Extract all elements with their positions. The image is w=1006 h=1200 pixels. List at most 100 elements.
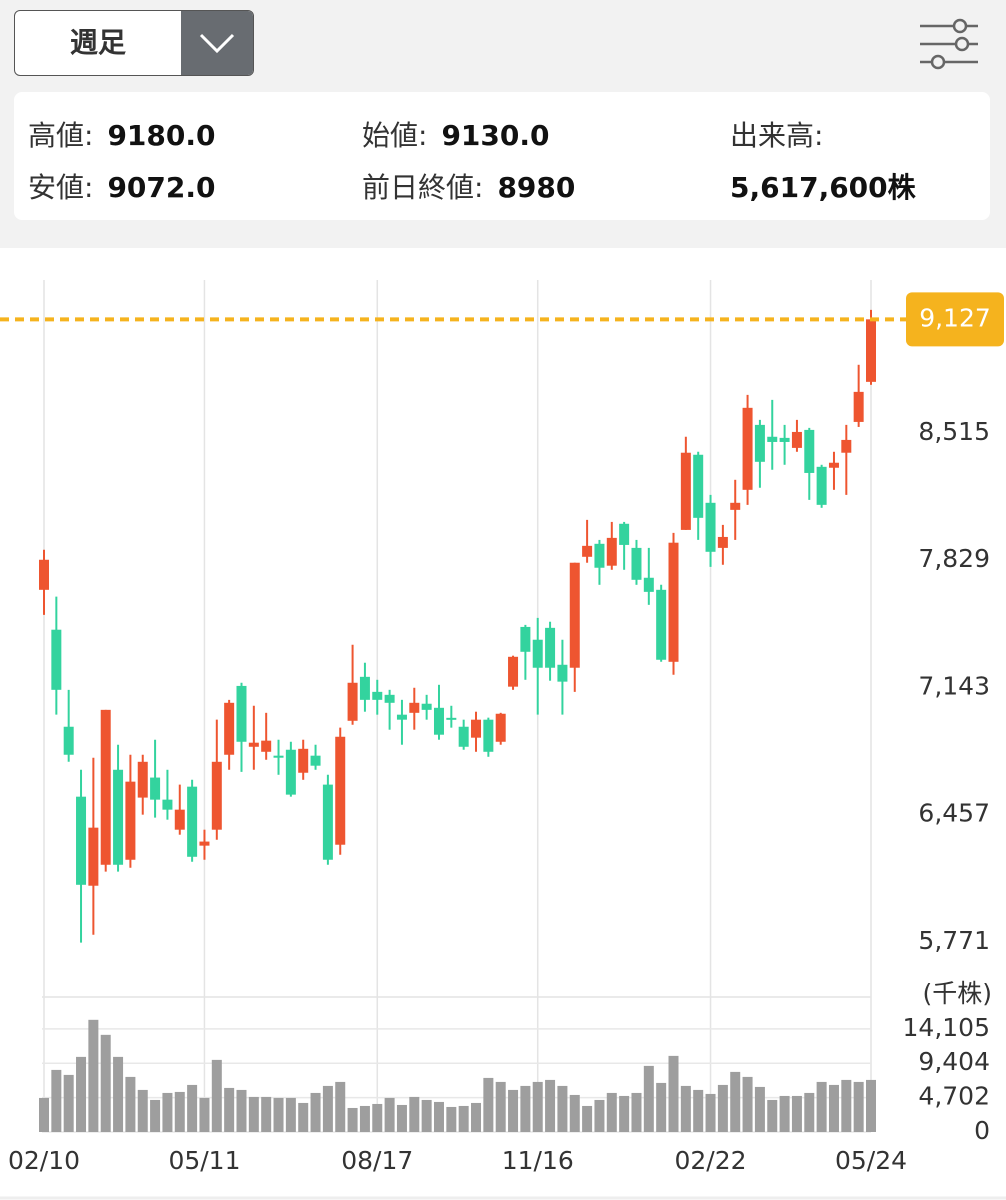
candle-body [446, 717, 457, 720]
candle-body [606, 537, 617, 566]
chevron [199, 33, 235, 54]
candle-body [619, 523, 630, 545]
value: 5,617,600株 [730, 171, 916, 204]
volume-bar [125, 1076, 136, 1132]
volume-bar [409, 1096, 420, 1132]
candle-body [495, 713, 506, 742]
volume-bar [483, 1077, 494, 1132]
volume-bar [162, 1092, 173, 1132]
candle-body [594, 543, 605, 568]
x-tick-label: 11/16 [502, 1146, 574, 1175]
candle-body [828, 462, 839, 468]
volume-bar [421, 1099, 432, 1132]
candle-body [211, 761, 222, 830]
volume-bar [224, 1087, 235, 1132]
info-item: 5,617,600株 [730, 166, 916, 206]
settings-icon[interactable] [916, 14, 982, 74]
candle-body [335, 736, 346, 845]
candle-body [310, 755, 321, 766]
volume-bar [187, 1084, 198, 1132]
label: 前日終値: [362, 171, 484, 204]
x-tick-label: 02/22 [675, 1146, 747, 1175]
volume-bar [742, 1076, 753, 1132]
info-item: 出来高: [730, 114, 823, 154]
volume-tick-label: 4,702 [918, 1082, 990, 1111]
candle-body [88, 827, 99, 886]
y-tick-label: 7,143 [918, 671, 990, 700]
volume-bar [347, 1107, 358, 1132]
volume-bar [680, 1085, 691, 1132]
candle-body [804, 429, 815, 473]
volume-bar [211, 1059, 222, 1132]
value: 8980 [497, 171, 576, 204]
x-tick-label: 05/24 [835, 1146, 907, 1175]
candle-body [433, 707, 444, 735]
candle-body [421, 703, 432, 710]
candle-body [322, 784, 333, 860]
value: 9072.0 [107, 171, 216, 204]
y-tick-label: 7,829 [918, 544, 990, 573]
label: 始値: [362, 119, 428, 152]
volume-bar [150, 1099, 161, 1132]
candle-body [483, 719, 494, 752]
candle-body [273, 755, 284, 758]
x-tick-label: 05/11 [168, 1146, 240, 1175]
candle-body [236, 685, 247, 742]
volume-tick-label: 9,404 [918, 1047, 990, 1076]
volume-bar [643, 1065, 654, 1132]
volume-bar [495, 1081, 506, 1132]
volume-tick-label: 14,105 [903, 1013, 990, 1042]
period-dropdown[interactable]: 週足 [14, 10, 254, 76]
candle-body [816, 466, 827, 505]
volume-bar [767, 1099, 778, 1132]
candle-body [693, 454, 704, 518]
candle-body [557, 664, 568, 682]
dropdown-button[interactable] [181, 11, 253, 75]
volume-unit: (千株) [922, 979, 992, 1008]
info-item: 安値: 9072.0 [28, 166, 216, 206]
volume-tick-label: 0 [974, 1116, 990, 1145]
volume-bar [853, 1081, 864, 1132]
candle-body [545, 627, 556, 668]
volume-bar [39, 1097, 49, 1132]
volume-bar [606, 1092, 617, 1132]
candle-body [742, 407, 753, 490]
volume-bar [261, 1096, 272, 1132]
volume-bar [236, 1089, 247, 1132]
volume-bar [285, 1097, 296, 1132]
volume-bar [594, 1099, 605, 1132]
volume-bar [137, 1089, 148, 1132]
candle-body [224, 702, 235, 755]
volume-bar [582, 1105, 593, 1132]
candle-body [63, 726, 74, 755]
candle-body [754, 424, 765, 462]
candle-body [668, 542, 679, 662]
volume-bar [63, 1074, 74, 1132]
value: 9180.0 [107, 119, 216, 152]
volume-bar [76, 1056, 87, 1132]
volume-bar [816, 1081, 827, 1132]
volume-bar [668, 1055, 679, 1132]
candle-body [174, 809, 185, 830]
candle-body [730, 502, 741, 510]
candle-body [384, 694, 395, 703]
candle-body [199, 841, 210, 846]
volume-bar [396, 1104, 407, 1132]
candle-body [113, 769, 124, 865]
volume-bar [384, 1097, 395, 1132]
volume-bar [446, 1106, 457, 1132]
y-tick-label: 5,771 [918, 926, 990, 955]
candle-body [767, 436, 778, 442]
candle-body [520, 626, 531, 652]
volume-bar [113, 1056, 124, 1132]
candle-body [359, 676, 370, 700]
candle-body [841, 439, 852, 453]
volume-bar [631, 1092, 642, 1132]
candle-body [643, 577, 654, 592]
volume-bar [174, 1091, 185, 1132]
volume-bar [717, 1084, 728, 1132]
volume-bar [545, 1079, 556, 1132]
volume-bar [199, 1097, 210, 1132]
volume-bar [779, 1095, 790, 1132]
